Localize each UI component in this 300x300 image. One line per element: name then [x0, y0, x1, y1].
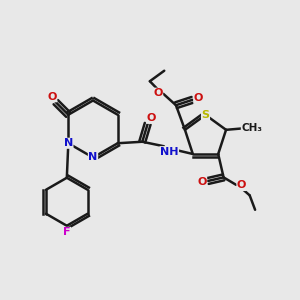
Text: O: O	[47, 92, 57, 102]
Text: N: N	[64, 138, 73, 148]
Text: S: S	[202, 110, 209, 120]
Text: O: O	[197, 178, 207, 188]
Text: N: N	[88, 152, 98, 163]
Text: CH₃: CH₃	[241, 123, 262, 133]
Text: O: O	[194, 93, 203, 103]
Text: O: O	[147, 113, 156, 123]
Text: F: F	[63, 227, 70, 237]
Text: O: O	[153, 88, 163, 98]
Text: O: O	[237, 181, 246, 190]
Text: NH: NH	[160, 147, 178, 157]
